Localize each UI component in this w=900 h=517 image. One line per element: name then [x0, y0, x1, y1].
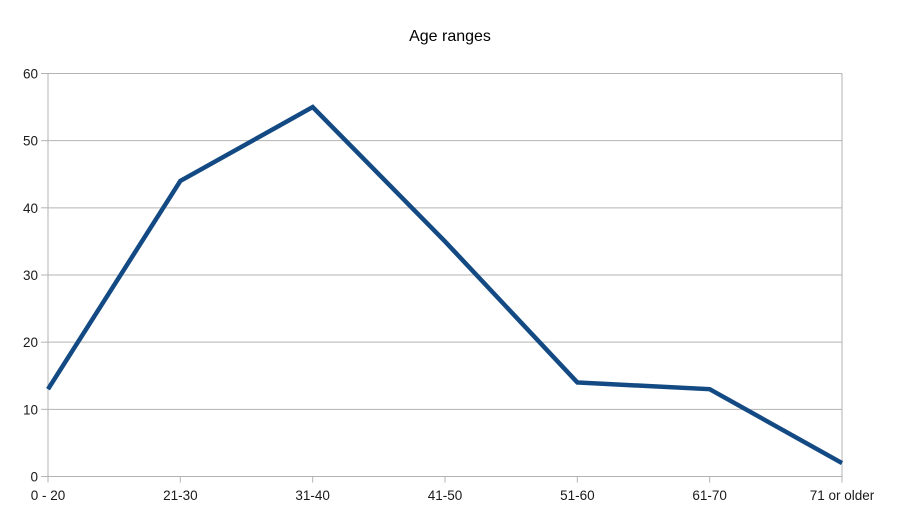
- y-axis-tick-label: 20: [23, 335, 38, 350]
- axes-layer: [41, 73, 843, 483]
- axis-labels-layer: 0 10 20 30 40 50 60 0 - 20 21-30 31-40 41-50 51-60 6…: [23, 67, 875, 504]
- x-axis-tick-label: 41-50: [428, 488, 463, 503]
- x-axis-tick-label: 0 - 20: [31, 488, 66, 503]
- y-axis-tick-label: 10: [23, 402, 38, 417]
- y-axis-tick-label: 30: [23, 268, 38, 283]
- y-axis-tick-label: 40: [23, 201, 38, 216]
- data-series-layer: [46, 104, 844, 466]
- y-axis-tick-label: 0: [30, 470, 38, 485]
- x-axis-tick-label: 71 or older: [810, 488, 875, 503]
- data-line-age-ranges: [46, 104, 844, 466]
- x-axis-tick-label: 51-60: [560, 488, 595, 503]
- x-axis-tick-label: 21-30: [163, 488, 198, 503]
- chart-title: Age ranges: [409, 28, 491, 45]
- x-axis-tick-label: 31-40: [295, 488, 330, 503]
- y-axis-tick-label: 50: [23, 134, 38, 149]
- y-axis-tick-label: 60: [23, 67, 38, 82]
- x-axis-tick-label: 61-70: [692, 488, 727, 503]
- gridlines-layer: [48, 73, 842, 477]
